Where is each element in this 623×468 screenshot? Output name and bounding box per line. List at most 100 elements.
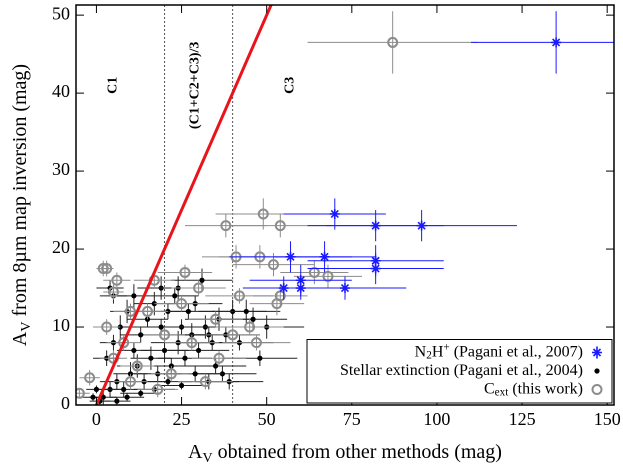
y-axis-label-part: V (19, 322, 34, 332)
point (93, 386, 100, 393)
legend-label-part: N (415, 343, 427, 360)
y-axis-label-part: from 8µm map inversion (mag) (9, 64, 31, 322)
point (176, 298, 188, 310)
point (131, 293, 137, 299)
point (131, 347, 137, 354)
legend-label-part: H (432, 343, 444, 360)
legend-label-part: C (484, 380, 495, 397)
point (186, 337, 198, 349)
point (271, 298, 283, 310)
legend-label-part: + (443, 342, 449, 354)
y-axis-label-part: A (9, 331, 31, 346)
point (138, 390, 144, 396)
point (244, 321, 256, 333)
legend-label: N2H+ (Pagani et al., 2007) (415, 342, 583, 362)
point (121, 386, 127, 393)
y-tick-label: 40 (52, 81, 70, 101)
x-axis-label-part: A (188, 441, 203, 463)
point (210, 313, 222, 325)
y-tick-label: 10 (52, 315, 70, 335)
x-tick-label: 150 (594, 409, 621, 429)
legend-label-part: 2 (426, 349, 432, 361)
legend-label: Stellar extinction (Pagani et al., 2004) (340, 362, 583, 379)
plot-area (76, 5, 614, 405)
point (193, 282, 205, 294)
plot-frame (75, 4, 615, 406)
point (185, 308, 191, 315)
point (151, 301, 157, 307)
point (370, 263, 381, 274)
y-tick-label: 30 (52, 159, 70, 179)
x-tick-label: 75 (343, 409, 361, 429)
x-axis-label: AV obtained from other methods (mag) (188, 441, 502, 466)
point (199, 277, 205, 283)
point (118, 337, 130, 349)
x-tick-label: 125 (509, 409, 536, 429)
legend-marker (592, 346, 602, 359)
point (340, 283, 350, 294)
point (158, 324, 164, 330)
point (179, 266, 191, 278)
point (274, 220, 286, 232)
annotation: (C1+C2+C3)/3 (187, 42, 202, 130)
legend-label-part: ext (495, 386, 510, 398)
point (138, 332, 144, 338)
point (182, 355, 188, 361)
point (329, 208, 340, 219)
point (213, 352, 225, 364)
point (199, 376, 211, 388)
point (267, 259, 279, 271)
point (257, 355, 263, 361)
point (101, 321, 113, 333)
legend-marker (591, 384, 603, 395)
y-axis-label: AV from 8µm map inversion (mag) (9, 64, 34, 346)
x-tick-label: 100 (423, 409, 450, 429)
x-tick-label: 50 (258, 409, 276, 429)
legend-label-part: (this work) (508, 380, 583, 397)
point (172, 293, 178, 299)
point (111, 274, 123, 286)
y-tick-label: 0 (61, 393, 70, 413)
point (159, 329, 171, 341)
point (142, 305, 154, 317)
point (257, 208, 269, 220)
y-tick-label: 20 (52, 237, 70, 257)
y-tick-label: 50 (52, 3, 70, 23)
point (278, 283, 289, 294)
point (131, 360, 143, 372)
point (322, 270, 334, 282)
point (152, 383, 164, 395)
legend: N2H+ (Pagani et al., 2007)Stellar extinc… (306, 339, 613, 404)
legend-marker (594, 368, 600, 374)
x-axis-label-part: V (202, 451, 212, 466)
point (90, 394, 96, 400)
point (195, 347, 202, 354)
legend-label-part: (Pagani et al., 2007) (450, 343, 583, 360)
point (308, 266, 320, 278)
point (114, 398, 120, 404)
point (84, 372, 96, 384)
point (250, 316, 256, 322)
point (192, 371, 198, 377)
point (416, 220, 427, 231)
point (124, 394, 130, 400)
point (161, 347, 168, 354)
x-tick-label: 25 (173, 409, 191, 429)
point (148, 355, 154, 361)
point (107, 286, 119, 298)
legend-label-part: Stellar extinction (Pagani et al., 2004) (340, 362, 583, 379)
point (250, 337, 262, 349)
point (319, 251, 330, 262)
point (227, 329, 239, 341)
point (76, 387, 85, 399)
point (233, 290, 245, 302)
point (101, 263, 113, 275)
reference-line (95, 5, 273, 405)
annotation: C3 (283, 77, 298, 94)
point (551, 37, 562, 48)
point (387, 36, 399, 48)
point (165, 379, 171, 385)
annotation: C1 (106, 77, 121, 94)
